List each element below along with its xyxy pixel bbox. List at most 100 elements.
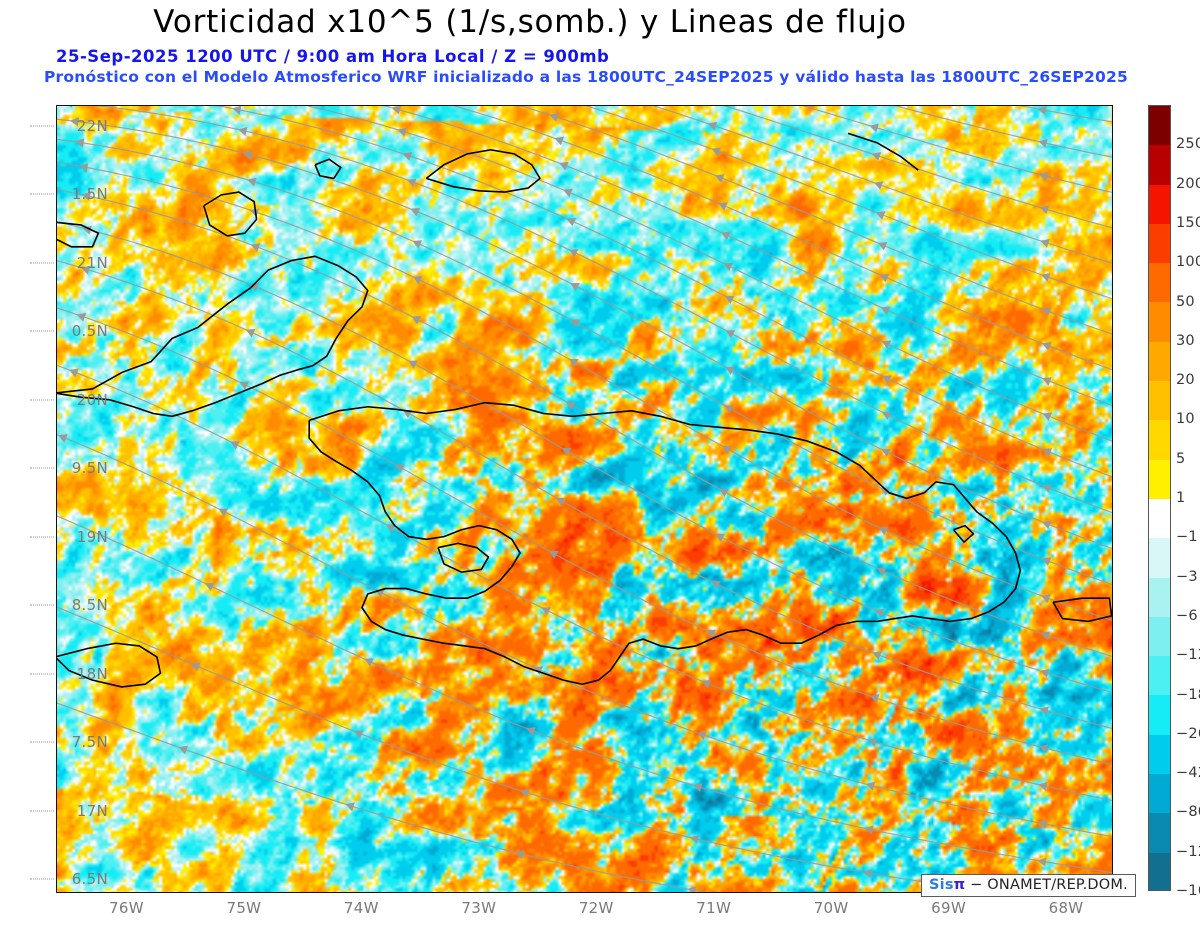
streamline-arrow: [566, 401, 576, 410]
colorbar-band: [1149, 774, 1170, 814]
colorbar-tick-label: −3: [1176, 568, 1198, 585]
colorbar-tick-label: 250: [1176, 136, 1200, 153]
colorbar-band: [1149, 695, 1170, 735]
attribution-prefix: Sis: [929, 877, 954, 893]
streamline-arrow: [232, 106, 242, 115]
streamline-arrow: [76, 312, 87, 322]
streamline-arrow: [178, 745, 189, 755]
colorbar-band: [1149, 341, 1170, 382]
streamline-arrow: [69, 106, 73, 108]
streamline-arrow: [701, 679, 712, 689]
colorbar-band: [1149, 223, 1170, 264]
colorbar-band: [1149, 184, 1170, 224]
streamline: [57, 161, 1112, 621]
streamline-arrow: [864, 825, 874, 835]
streamline-arrow: [1037, 819, 1048, 829]
x-axis-tick-label: 70W: [813, 899, 849, 917]
colorbar-band: [1149, 302, 1170, 342]
coastline: [314, 158, 342, 180]
streamline-arrow: [1038, 138, 1048, 148]
x-axis-tick-label: 72W: [578, 899, 614, 917]
streamline-arrow: [707, 121, 718, 131]
streamline-arrow: [687, 886, 697, 892]
streamline-arrow: [873, 181, 884, 190]
streamline-arrow: [548, 550, 559, 559]
colorbar-band: [1149, 538, 1170, 578]
streamline-arrow: [1039, 706, 1049, 716]
x-axis-tick-label: 69W: [931, 899, 966, 917]
streamline-arrow: [204, 582, 215, 592]
colorbar-band: [1149, 813, 1170, 853]
streamline-arrow: [872, 651, 882, 660]
streamline: [723, 106, 1112, 229]
y-axis-tick-mark: [30, 741, 54, 743]
streamline-arrow: [385, 524, 396, 533]
streamline-arrow: [406, 178, 417, 188]
streamline-arrow: [541, 607, 551, 616]
colorbar-tick-label: −160: [1176, 883, 1200, 899]
streamline-arrow: [397, 127, 407, 137]
colorbar-band: [1149, 616, 1170, 657]
colorbar-tick-label: 150: [1176, 214, 1200, 231]
streamline: [57, 188, 1112, 657]
attribution-badge: Sisπ − ONAMET/REP.DOM.: [921, 874, 1136, 897]
y-axis-tick-mark: [30, 399, 54, 401]
streamline: [57, 515, 1112, 874]
x-axis-tick-label: 76W: [109, 899, 144, 917]
colorbar-tick-label: −12: [1176, 647, 1200, 664]
streamline-arrow: [693, 783, 703, 792]
y-axis-tick-mark: [30, 673, 54, 675]
streamline-arrow: [249, 208, 260, 218]
y-axis-tick-mark: [30, 193, 54, 195]
streamline-arrow: [711, 580, 721, 590]
coastline: [847, 132, 919, 171]
colorbar-tick-label: 5: [1176, 450, 1186, 467]
streamline-arrow: [554, 136, 564, 146]
streamline-arrow: [878, 526, 889, 536]
colorbar-tick-label: −18: [1176, 686, 1200, 703]
streamline-arrow: [238, 126, 248, 136]
streamline-arrow: [722, 446, 732, 455]
streamline-arrow: [1042, 520, 1052, 530]
streamline-arrow: [533, 666, 544, 675]
streamline: [652, 106, 1112, 264]
streamline-arrow: [879, 273, 890, 283]
streamline-arrow: [719, 488, 729, 498]
colorbar-tick-label: 10: [1176, 411, 1195, 428]
streamline-arrow: [69, 368, 79, 378]
y-axis-tick-label: 1.5N: [71, 185, 108, 204]
streamline-arrow: [697, 731, 707, 740]
streamline-arrow: [1038, 744, 1049, 754]
colorbar-band: [1149, 459, 1170, 499]
streamline-arrow: [1042, 448, 1053, 457]
streamline-arrow: [563, 188, 573, 198]
y-axis-tick-mark: [30, 536, 54, 538]
streamline-arrow: [725, 330, 736, 339]
coastline-layer: [57, 132, 1112, 688]
colorbar-band: [1149, 734, 1170, 775]
streamline: [57, 606, 997, 892]
colorbar-tick-label: −26: [1176, 725, 1200, 742]
streamline-arrow: [391, 106, 401, 115]
streamline-arrow: [724, 405, 734, 414]
colorbar-band: [1149, 577, 1170, 617]
colorbar-tick-label: 30: [1176, 332, 1195, 349]
streamline-arrow: [58, 434, 68, 443]
streamline: [57, 364, 1112, 802]
streamline-arrow: [877, 242, 888, 251]
colorbar-tick-label: 200: [1176, 175, 1200, 192]
coastline: [437, 542, 490, 573]
map-plot-area[interactable]: [56, 105, 1113, 893]
streamline-arrow: [715, 533, 726, 542]
streamline-arrow: [725, 366, 736, 375]
streamline-arrow: [250, 243, 261, 252]
streamline-arrow: [881, 411, 892, 420]
streamline-arrow: [1038, 781, 1048, 791]
streamline-arrow: [874, 608, 885, 618]
streamline-arrow: [395, 464, 405, 473]
streamline-arrow: [249, 283, 260, 292]
colorbar-tick-label: 1: [1176, 490, 1186, 506]
streamline-arrow: [81, 191, 91, 201]
streamline-arrow: [880, 306, 891, 315]
